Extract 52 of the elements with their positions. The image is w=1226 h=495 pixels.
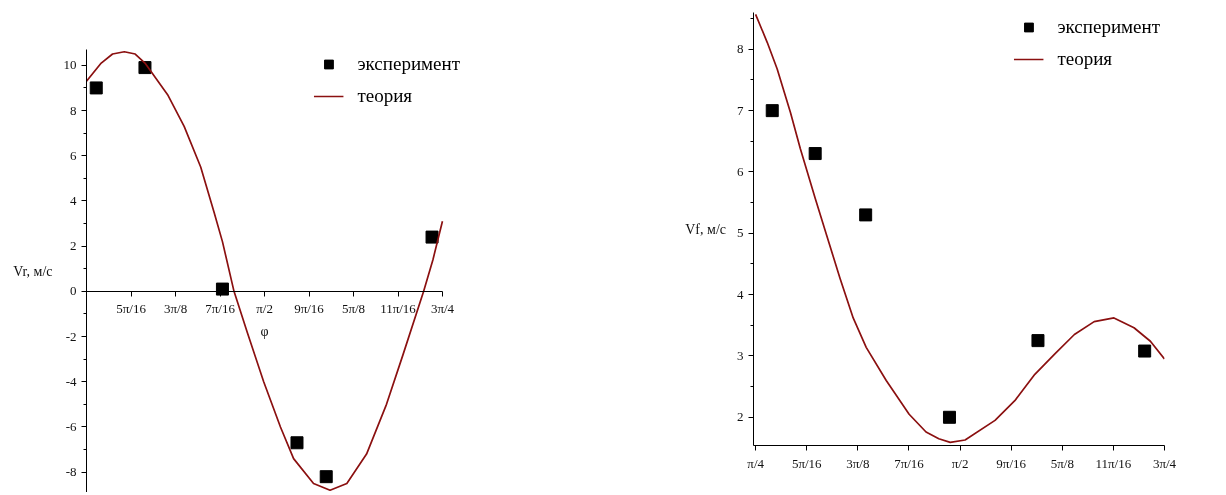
x-tick-label: 9π/16 xyxy=(294,301,325,317)
point xyxy=(425,230,439,244)
x-tick-label: π/2 xyxy=(951,455,969,471)
x-tick-label: 3π/4 xyxy=(1152,455,1177,471)
y-tick-label: 2 xyxy=(70,238,77,254)
x-axis-title: φ xyxy=(260,323,269,339)
y-axis-title: Vr, м/с xyxy=(13,263,53,279)
y-tick-label: 2 xyxy=(737,409,744,425)
point xyxy=(89,81,103,95)
x-tick-label: π/2 xyxy=(256,301,273,317)
legend-label: эксперимент xyxy=(357,53,460,75)
y-tick-label: -8 xyxy=(65,464,77,480)
y-tick-label: 3 xyxy=(737,347,744,363)
x-tick-label: 5π/16 xyxy=(116,301,147,317)
y-tick-label: 10 xyxy=(63,57,77,73)
y-tick-label: -4 xyxy=(65,373,77,389)
y-tick-label: 0 xyxy=(70,283,77,299)
x-tick-label: 5π/8 xyxy=(341,301,366,317)
y-axis-title: Vf, м/с xyxy=(685,221,727,237)
x-tick-label: 3π/4 xyxy=(430,301,455,317)
y-tick-label: 5 xyxy=(737,225,744,241)
x-tick-label: 7π/16 xyxy=(205,301,236,317)
y-tick-label: 4 xyxy=(70,192,77,208)
legend-label: теория xyxy=(357,85,413,107)
y-tick-label: 4 xyxy=(737,286,744,302)
point xyxy=(1138,344,1152,358)
x-tick-label: 5π/16 xyxy=(791,455,823,471)
point xyxy=(942,410,956,424)
point xyxy=(290,436,304,450)
x-tick-label: 5π/8 xyxy=(1050,455,1074,471)
y-tick-label: 6 xyxy=(737,163,744,179)
y-tick-label: -2 xyxy=(65,328,77,344)
point xyxy=(1031,334,1045,348)
point xyxy=(215,282,229,296)
x-tick-label: 3π/8 xyxy=(163,301,188,317)
x-tick-label: 3π/8 xyxy=(846,455,870,471)
point xyxy=(765,104,779,118)
y-tick-label: 8 xyxy=(70,102,77,118)
point xyxy=(319,470,333,484)
x-tick-label: 11π/16 xyxy=(1095,455,1132,471)
y-tick-label: 7 xyxy=(737,102,744,118)
point xyxy=(808,147,822,161)
y-tick-label: -6 xyxy=(65,418,77,434)
legend-label: эксперимент xyxy=(1057,16,1160,38)
x-tick-label: 11π/16 xyxy=(380,301,417,317)
y-tick-label: 8 xyxy=(737,41,744,57)
x-tick-label: 7π/16 xyxy=(894,455,925,471)
point xyxy=(859,208,873,222)
legend-label: теория xyxy=(1057,48,1113,70)
x-tick-label: 9π/16 xyxy=(996,455,1027,471)
x-tick-label: π/4 xyxy=(747,455,765,471)
y-tick-label: 6 xyxy=(70,147,77,163)
